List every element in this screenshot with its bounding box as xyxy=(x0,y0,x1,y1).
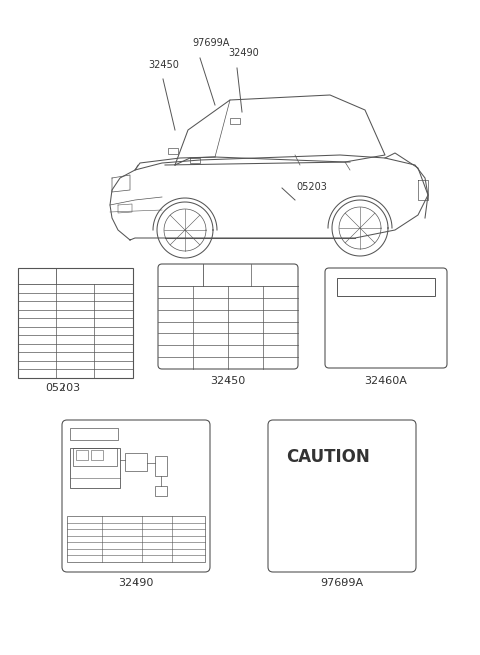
Bar xyxy=(168,148,178,154)
Bar xyxy=(337,278,435,296)
Text: 05203: 05203 xyxy=(296,182,327,192)
Bar xyxy=(155,456,167,476)
Text: 32460A: 32460A xyxy=(365,376,408,386)
Text: 32450: 32450 xyxy=(148,60,179,70)
Text: CAUTION: CAUTION xyxy=(286,448,370,466)
Bar xyxy=(70,428,118,440)
Text: 97699A: 97699A xyxy=(192,38,229,48)
Text: 32450: 32450 xyxy=(210,376,246,386)
Bar xyxy=(76,450,88,460)
Bar xyxy=(18,268,133,378)
Text: 32490: 32490 xyxy=(228,48,259,58)
Bar xyxy=(230,118,240,124)
Bar xyxy=(73,448,117,466)
Bar xyxy=(67,516,205,562)
Bar xyxy=(155,486,167,496)
Text: 05203: 05203 xyxy=(46,383,81,393)
Bar xyxy=(91,450,103,460)
Text: 97699A: 97699A xyxy=(321,578,363,588)
Bar xyxy=(70,448,120,488)
Bar xyxy=(125,453,147,471)
Text: 32490: 32490 xyxy=(118,578,154,588)
